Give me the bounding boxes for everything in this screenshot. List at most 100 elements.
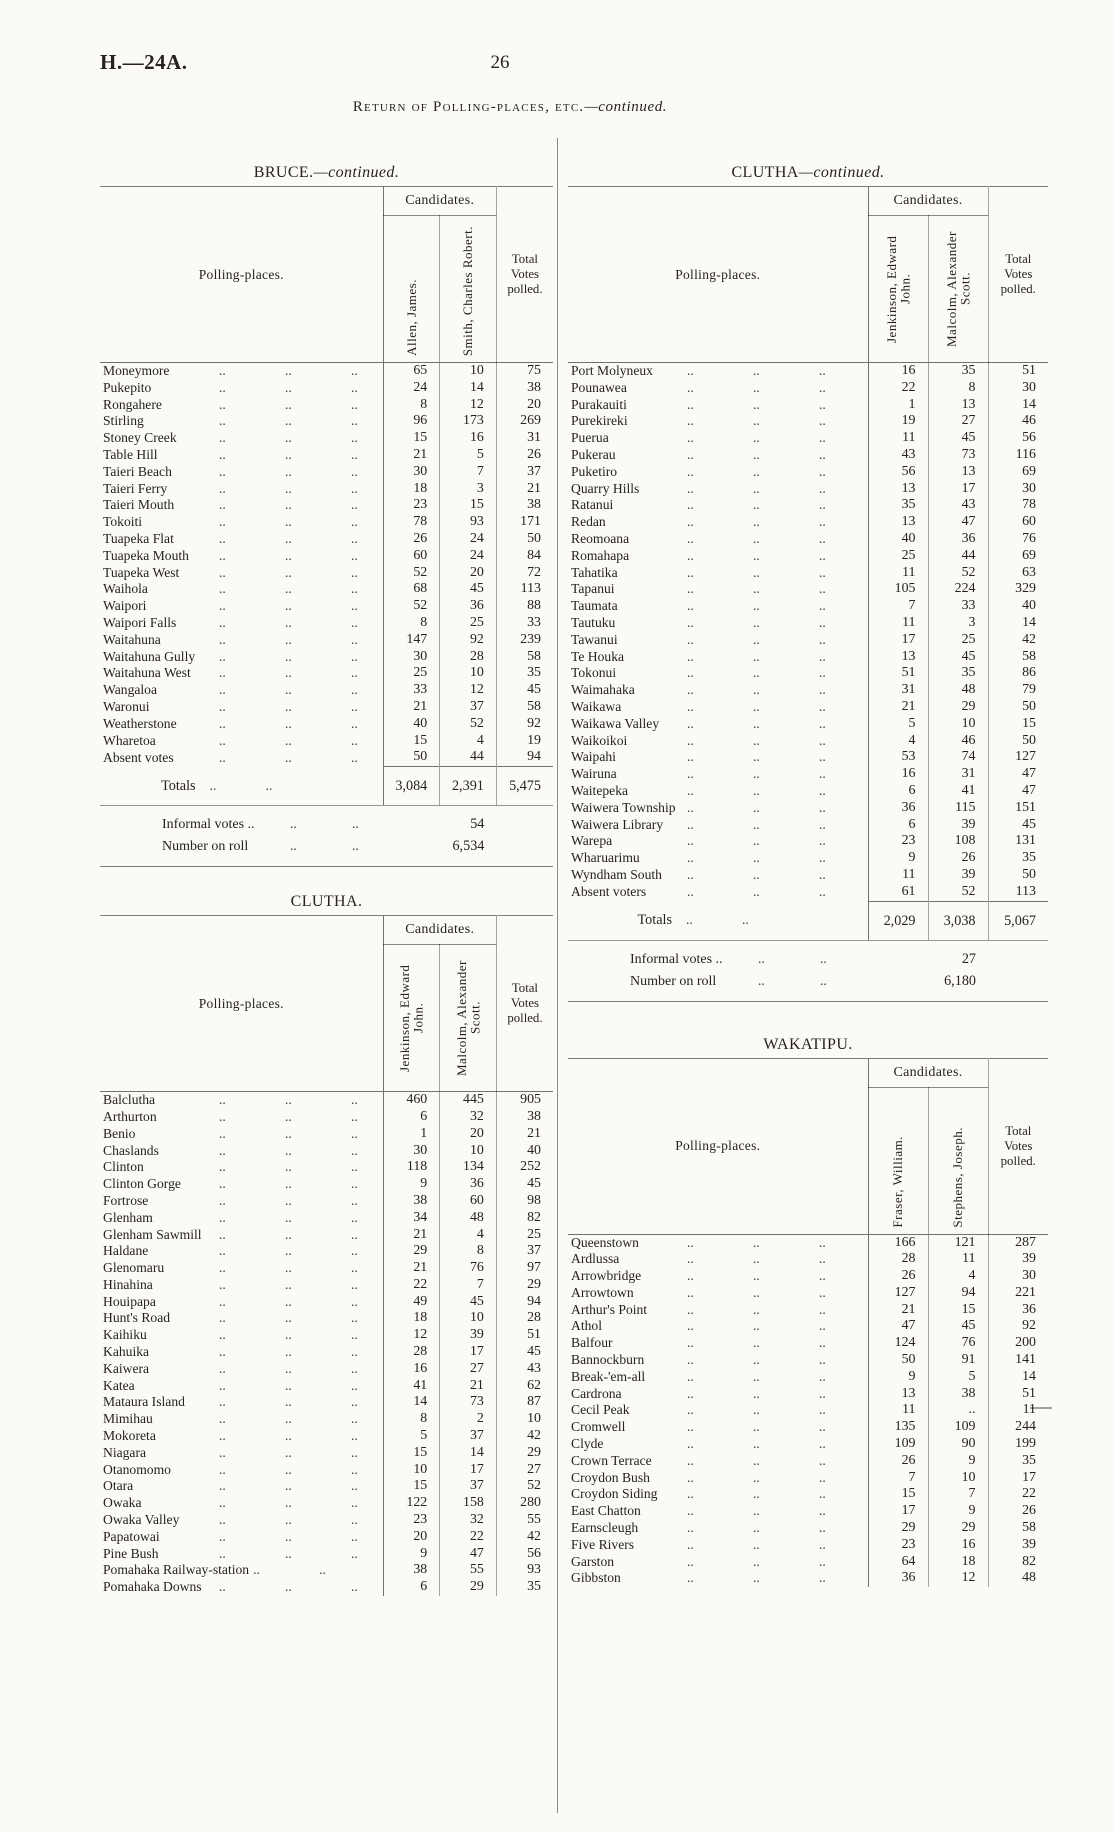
polling-place-cell: Kaihiku......: [100, 1327, 383, 1344]
polling-place-name: Fortrose: [103, 1192, 149, 1208]
polling-place-cell: Balfour......: [568, 1335, 868, 1352]
candidate-1-votes: 135: [867, 1419, 928, 1437]
total-votes: 47: [987, 782, 1048, 800]
dot-leader: ..: [351, 1327, 358, 1343]
table-row: Otara...... 15 37 52: [100, 1478, 553, 1496]
summary-block: Informal votes ...... 54 Number on roll...…: [100, 805, 553, 868]
polling-place-line: Port Molyneux......: [568, 363, 868, 380]
candidate-1-votes: 20: [382, 1528, 440, 1546]
dot-leader: ..: [351, 1226, 358, 1242]
polling-place-cell: Croydon Siding......: [568, 1486, 868, 1503]
candidate-1-votes: 24: [382, 379, 440, 397]
polling-place-cell: Arthurton......: [100, 1109, 383, 1126]
dot-leader: ..: [285, 1478, 292, 1494]
dot-leader: ..: [219, 1108, 226, 1124]
polling-place-name: Garston: [571, 1553, 615, 1569]
candidate-2-votes: 7: [439, 463, 497, 481]
dot-leader: ..: [209, 777, 217, 793]
polling-place-cell: Waikawa......: [568, 699, 868, 716]
dot-leader: ..: [753, 1402, 760, 1418]
dot-leader: ..: [687, 614, 694, 630]
polling-place-line: Te Houka......: [568, 649, 868, 666]
summary-block: Informal votes ...... 27 Number on roll...…: [568, 939, 1048, 1002]
dot-leader: ..: [753, 614, 760, 630]
dot-leader: ..: [753, 648, 760, 664]
dot-leader: ..: [753, 1486, 760, 1502]
candidate-2-votes: 91: [927, 1352, 988, 1369]
dot-leader: ..: [351, 480, 358, 496]
polling-place-line: Owaka Valley......: [100, 1512, 383, 1529]
polling-place-cell: Cromwell......: [568, 1419, 868, 1436]
table-row: Ardlussa...... 28 11 39: [568, 1251, 1048, 1269]
candidate-1-votes: 166: [867, 1234, 928, 1252]
polling-place-name: Pomahaka Downs: [103, 1579, 202, 1595]
candidate-1-votes: 11: [867, 614, 928, 632]
candidates-header: Candidates.: [867, 186, 988, 216]
candidate-2-votes: 37: [439, 1428, 497, 1445]
candidate-2-votes: 52: [927, 883, 988, 901]
candidate-2-total: 2,391: [439, 766, 497, 806]
polling-place-cell: Waipori......: [100, 598, 383, 615]
total-votes: 21: [495, 1125, 553, 1143]
dot-leader: ..: [819, 766, 826, 782]
polling-places-header: Polling-places.: [100, 186, 384, 363]
dot-leader: ..: [819, 631, 826, 647]
polling-place-name: Break-'em-all: [571, 1368, 646, 1384]
total-votes: 55: [495, 1512, 553, 1529]
polling-place-line: Waitahuna West......: [100, 665, 383, 682]
candidate-1-header: Jenkinson, Edward John.: [867, 215, 928, 363]
dot-leader: ..: [753, 530, 760, 546]
dot-leader: ..: [819, 379, 826, 395]
polling-place-cell: Wangaloa......: [100, 682, 383, 699]
candidate-2-votes: 35: [927, 665, 988, 683]
candidate-2-votes: 37: [439, 1478, 497, 1496]
candidate-2-votes: 48: [439, 1209, 497, 1227]
candidate-1-votes: 122: [382, 1495, 440, 1513]
candidate-names-row: Jenkinson, Edward John. Malcolm, Alexande…: [568, 215, 1048, 363]
polling-place-cell: Tuapeka West......: [100, 565, 383, 582]
table-row: Tautuku...... 11 3 14: [568, 614, 1048, 632]
candidate-1-votes: 8: [382, 614, 440, 632]
polling-place-name: Niagara: [103, 1444, 147, 1460]
polling-place-name: Clinton Gorge: [103, 1176, 181, 1192]
polling-place-name: Redan: [571, 514, 606, 530]
table-row: Te Houka...... 13 45 58: [568, 648, 1048, 666]
polling-place-name: Port Molyneux: [571, 363, 653, 378]
polling-place-line: Waitepeka......: [568, 783, 868, 800]
dot-leader: ..: [219, 446, 226, 462]
dot-leader: ..: [687, 413, 694, 429]
total-votes: 239: [495, 631, 553, 649]
dot-leader: ..: [687, 1251, 694, 1267]
polling-place-name: Reomoana: [571, 530, 630, 546]
total-votes: 17: [987, 1469, 1048, 1487]
polling-place-name: East Chatton: [571, 1503, 641, 1519]
total-votes: 252: [495, 1159, 553, 1177]
polling-place-cell: Mimihau......: [100, 1411, 383, 1428]
total-votes: 127: [987, 749, 1048, 767]
dot-leader: ..: [687, 396, 694, 412]
polling-place-cell: Chaslands......: [100, 1143, 383, 1160]
polling-place-name: Wangaloa: [103, 682, 158, 698]
candidate-1-name: Fraser, William.: [890, 1135, 906, 1228]
dot-leader: ..: [285, 1579, 292, 1595]
candidate-1-header: Allen, James.: [382, 215, 440, 363]
candidate-2-votes: 17: [439, 1344, 497, 1361]
table-row: Cardrona...... 13 38 51: [568, 1385, 1048, 1403]
polling-place-cell: Reomoana......: [568, 531, 868, 548]
polling-place-cell: Absent votes......: [100, 749, 383, 766]
candidate-1-votes: 36: [867, 1570, 928, 1588]
polling-place-name: Waikawa Valley: [571, 715, 660, 731]
candidate-1-votes: 21: [382, 1260, 440, 1277]
polling-place-line: Wairuna......: [568, 766, 868, 783]
clutha-continued-table-section: CLUTHA—continued. Polling-places. Candidat…: [568, 164, 1048, 1002]
dot-leader: ..: [687, 430, 694, 446]
candidate-2-votes: 18: [927, 1553, 988, 1571]
dot-leader: ..: [820, 950, 827, 966]
polling-place-line: Glenham Sawmill......: [100, 1227, 383, 1244]
polling-place-line: Moneymore......: [100, 363, 383, 380]
dot-leader: ..: [219, 732, 226, 748]
dot-leader: ..: [351, 396, 358, 412]
totals-row: Totals.... 3,084 2,391 5,475: [100, 766, 553, 806]
polling-place-cell: Waipori Falls......: [100, 615, 383, 632]
polling-place-cell: Papatowai......: [100, 1529, 383, 1546]
